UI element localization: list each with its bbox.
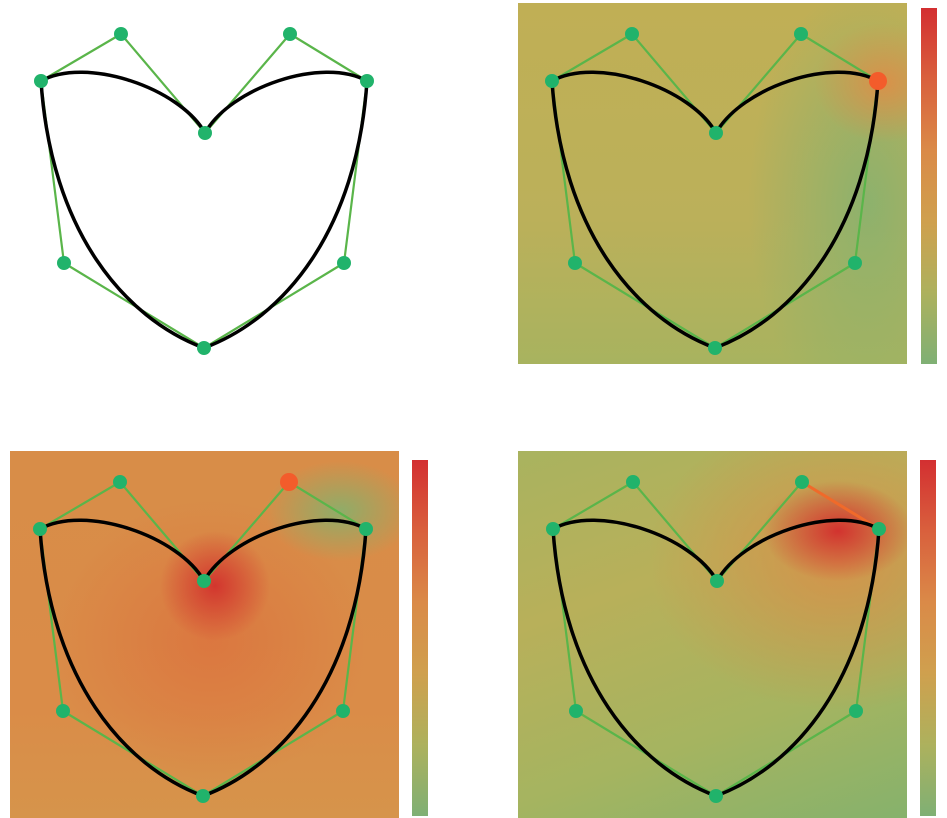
bezier-curve <box>39 70 369 350</box>
control-point <box>34 74 48 88</box>
control-point <box>546 522 560 536</box>
control-point <box>545 74 559 88</box>
control-point <box>56 704 70 718</box>
control-point <box>336 704 350 718</box>
selected-control-point <box>869 72 887 90</box>
control-polygon <box>551 480 881 798</box>
control-point <box>848 256 862 270</box>
colorbar <box>920 460 936 816</box>
curve-diagram <box>33 473 373 803</box>
control-point <box>625 27 639 41</box>
control-polygon <box>39 32 369 350</box>
control-point <box>114 27 128 41</box>
control-point <box>626 475 640 489</box>
selected-edge <box>801 480 880 531</box>
control-point <box>849 704 863 718</box>
control-polygon <box>38 480 368 798</box>
control-point <box>708 341 722 355</box>
colorbar <box>921 8 937 364</box>
curve-diagram <box>545 27 887 355</box>
selected-control-point <box>280 473 298 491</box>
control-point <box>197 574 211 588</box>
control-point <box>33 522 47 536</box>
panel-influence-right-lobe <box>508 0 947 380</box>
control-point <box>283 27 297 41</box>
bezier-curve <box>550 70 880 350</box>
control-point <box>196 789 210 803</box>
curve-diagram <box>546 475 886 803</box>
panel-influence-top-handle <box>0 440 440 818</box>
control-point <box>113 475 127 489</box>
colorbar <box>412 460 428 816</box>
control-point <box>569 704 583 718</box>
control-point <box>198 126 212 140</box>
panel-influence-edge <box>508 440 947 818</box>
influence-heatmap <box>10 451 399 818</box>
control-point <box>794 27 808 41</box>
control-point <box>709 126 723 140</box>
control-point <box>197 341 211 355</box>
control-point <box>710 574 724 588</box>
control-point <box>360 74 374 88</box>
control-point <box>709 789 723 803</box>
bezier-curve <box>38 518 368 798</box>
control-point <box>872 522 886 536</box>
panel-curve-only <box>0 0 420 380</box>
control-point <box>57 256 71 270</box>
control-polygon <box>550 32 880 350</box>
control-point <box>568 256 582 270</box>
curve-diagram <box>34 27 374 355</box>
control-point <box>337 256 351 270</box>
control-point <box>359 522 373 536</box>
bezier-curve <box>551 518 881 798</box>
control-point <box>795 475 809 489</box>
